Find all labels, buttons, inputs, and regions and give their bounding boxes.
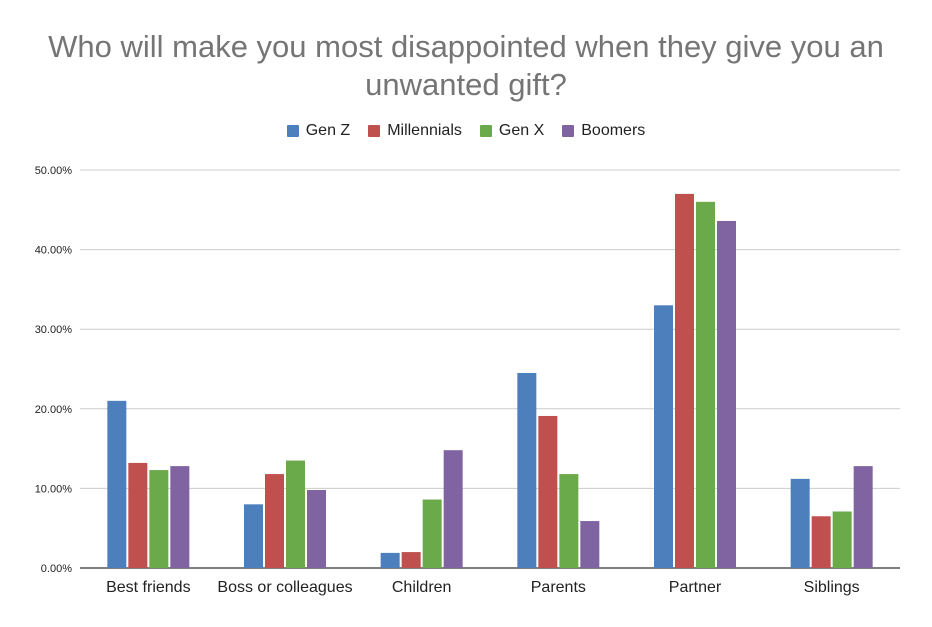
y-tick-label: 30.00% (35, 324, 73, 336)
x-category-label: Boss or colleagues (217, 579, 352, 596)
legend: Gen Z Millennials Gen X Boomers (0, 122, 932, 140)
bar-gen-x-best-friends (149, 470, 169, 568)
bar-gen-z-partner (654, 305, 673, 568)
y-tick-label: 20.00% (35, 404, 73, 416)
y-tick-label: 10.00% (35, 483, 73, 495)
bar-millennials-parents (538, 415, 558, 568)
bar-gen-z-parents (517, 372, 537, 568)
bar-boomers-parents (580, 521, 600, 568)
x-category-label: Parents (531, 579, 586, 596)
chart-title: Who will make you most disappointed when… (48, 29, 884, 102)
legend-swatch-boomers (562, 125, 575, 137)
x-category-label: Best friends (106, 579, 190, 596)
bar-boomers-siblings (853, 466, 873, 568)
bar-gen-z-best-friends (107, 400, 127, 568)
bar-gen-z-siblings (790, 478, 810, 568)
y-tick-label: 40.00% (35, 245, 73, 257)
legend-item-millennials: Millennials (368, 122, 462, 140)
bar-boomers-children (443, 450, 463, 568)
legend-swatch-gen-x (479, 125, 492, 137)
bar-gen-x-siblings (832, 511, 852, 568)
bar-millennials-boss-or-colleagues (265, 474, 284, 568)
legend-label-gen-x: Gen X (498, 122, 545, 139)
bar-gen-z-children (380, 552, 400, 568)
y-tick-label: 0.00% (41, 563, 72, 575)
bar-millennials-partner (675, 193, 694, 568)
legend-swatch-gen-z (286, 125, 299, 137)
bar-gen-x-partner (696, 201, 715, 568)
legend-item-gen-x: Gen X (479, 122, 545, 140)
y-tick-label: 50.00% (35, 165, 73, 177)
x-category-label: Children (392, 579, 452, 596)
x-category-label: Siblings (804, 579, 860, 596)
bar-millennials-siblings (811, 516, 831, 568)
bar-gen-x-children (422, 499, 442, 568)
legend-item-gen-z: Gen Z (286, 122, 351, 140)
legend-label-boomers: Boomers (581, 122, 646, 139)
bar-gen-x-boss-or-colleagues (286, 460, 305, 568)
bar-gen-z-boss-or-colleagues (244, 504, 263, 568)
x-category-label: Partner (669, 579, 722, 596)
bar-boomers-boss-or-colleagues (307, 489, 326, 568)
legend-label-millennials: Millennials (387, 122, 462, 139)
bar-millennials-best-friends (128, 462, 148, 568)
bar-boomers-partner (717, 220, 736, 568)
legend-item-boomers: Boomers (562, 122, 645, 140)
bar-gen-x-parents (559, 474, 579, 568)
legend-swatch-millennials (368, 125, 381, 137)
legend-label-gen-z: Gen Z (305, 122, 351, 139)
bar-millennials-children (401, 552, 421, 568)
bar-boomers-best-friends (170, 466, 190, 568)
